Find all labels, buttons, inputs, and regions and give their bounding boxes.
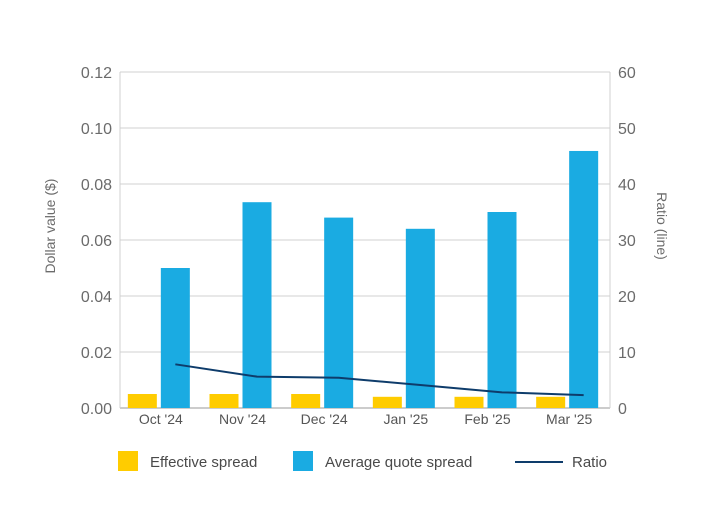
bar-average-quote-spread (324, 217, 354, 408)
category-label: Feb '25 (464, 411, 510, 427)
bar-effective-spread (372, 396, 402, 408)
ratio-line-group (175, 363, 584, 397)
bar-effective-spread (209, 394, 239, 408)
bar-average-quote-spread (160, 268, 190, 408)
right-tick-label: 0 (618, 401, 627, 418)
left-tick-label: 0.12 (81, 65, 112, 82)
legend-swatch-average-quote-spread (293, 451, 313, 471)
bar-average-quote-spread (487, 212, 517, 408)
bar-average-quote-spread (242, 202, 272, 408)
left-tick-label: 0.00 (81, 401, 112, 418)
bar-average-quote-spread (405, 228, 435, 408)
bar-effective-spread (454, 396, 484, 408)
bar-average-quote-spread (569, 150, 599, 408)
right-tick-label: 40 (618, 177, 636, 194)
left-tick-label: 0.06 (81, 233, 112, 250)
right-tick-label: 50 (618, 121, 636, 138)
left-axis-ticks: 0.00 0.02 0.04 0.06 0.08 0.10 0.12 (81, 65, 112, 418)
category-label: Jan '25 (383, 411, 428, 427)
right-tick-label: 30 (618, 233, 636, 250)
left-tick-label: 0.08 (81, 177, 112, 194)
legend-label-effective-spread: Effective spread (150, 454, 257, 471)
right-tick-label: 60 (618, 65, 636, 82)
bar-effective-spread (536, 396, 566, 408)
category-label: Nov '24 (219, 411, 266, 427)
legend-label-ratio: Ratio (572, 454, 607, 471)
left-tick-label: 0.02 (81, 345, 112, 362)
right-tick-label: 20 (618, 289, 636, 306)
category-label: Dec '24 (301, 411, 348, 427)
legend: Effective spread Average quote spread Ra… (118, 451, 607, 471)
bar-effective-spread (291, 394, 321, 408)
left-tick-label: 0.10 (81, 121, 112, 138)
legend-label-average-quote-spread: Average quote spread (325, 454, 472, 471)
right-axis-title: Ratio (line) (654, 192, 670, 260)
right-tick-label: 10 (618, 345, 636, 362)
bar-effective-spread (127, 394, 157, 408)
legend-swatch-effective-spread (118, 451, 138, 471)
right-axis-ticks: 0 10 20 30 40 50 60 (618, 65, 636, 418)
ratio-line (175, 363, 584, 397)
left-tick-label: 0.04 (81, 289, 112, 306)
gridlines (119, 71, 611, 409)
category-labels: Oct '24 Nov '24 Dec '24 Jan '25 Feb '25 Mar '… (139, 411, 593, 427)
category-label: Mar '25 (546, 411, 592, 427)
left-axis-title: Dollar value ($) (42, 179, 58, 274)
category-label: Oct '24 (139, 411, 183, 427)
bars (127, 150, 599, 408)
